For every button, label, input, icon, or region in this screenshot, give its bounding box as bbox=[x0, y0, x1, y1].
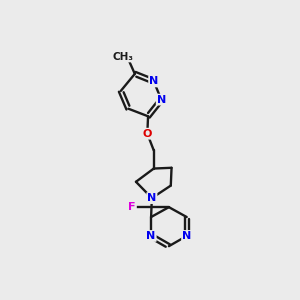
Text: N: N bbox=[157, 94, 166, 105]
Text: N: N bbox=[146, 231, 156, 241]
Text: N: N bbox=[149, 76, 158, 86]
Text: CH₃: CH₃ bbox=[113, 52, 134, 62]
Text: F: F bbox=[128, 202, 136, 212]
Text: O: O bbox=[142, 129, 152, 139]
Text: N: N bbox=[182, 231, 191, 241]
Text: N: N bbox=[147, 193, 157, 203]
